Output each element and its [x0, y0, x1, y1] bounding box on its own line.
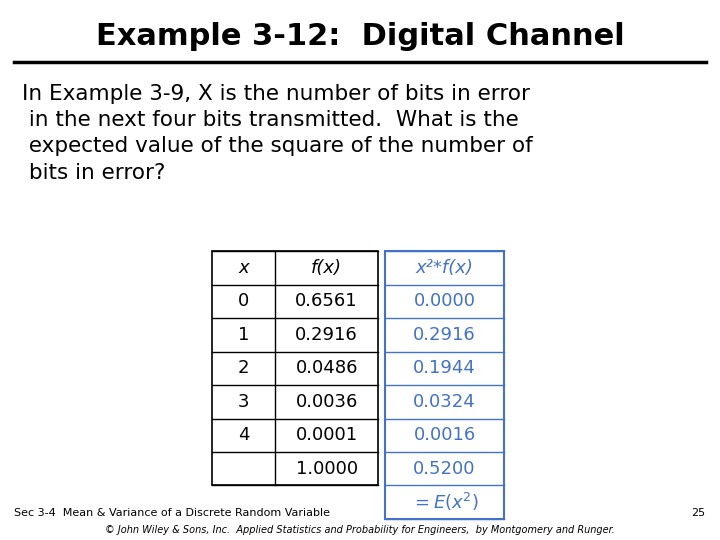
- Text: 25: 25: [691, 508, 706, 518]
- Text: 0.0486: 0.0486: [295, 359, 358, 377]
- Text: 0.2916: 0.2916: [295, 326, 358, 344]
- Text: 1: 1: [238, 326, 250, 344]
- Text: x: x: [238, 259, 249, 277]
- Text: 2: 2: [238, 359, 250, 377]
- Text: 0: 0: [238, 292, 250, 310]
- Text: 0.0036: 0.0036: [295, 393, 358, 411]
- Text: Sec 3-4  Mean & Variance of a Discrete Random Variable: Sec 3-4 Mean & Variance of a Discrete Ra…: [14, 508, 330, 518]
- Text: 1.0000: 1.0000: [296, 460, 358, 478]
- Text: 0.6561: 0.6561: [295, 292, 358, 310]
- Text: Example 3-12:  Digital Channel: Example 3-12: Digital Channel: [96, 22, 624, 51]
- Text: 0.0001: 0.0001: [296, 426, 358, 444]
- Text: 0.0000: 0.0000: [413, 292, 476, 310]
- Text: 4: 4: [238, 426, 250, 444]
- Text: x²*f(x): x²*f(x): [415, 259, 474, 277]
- Text: 3: 3: [238, 393, 250, 411]
- Text: 0.1944: 0.1944: [413, 359, 476, 377]
- Text: 0.5200: 0.5200: [413, 460, 476, 478]
- Text: 0.2916: 0.2916: [413, 326, 476, 344]
- Text: In Example 3-9, X is the number of bits in error
 in the next four bits transmit: In Example 3-9, X is the number of bits …: [22, 84, 532, 183]
- Text: 0.0016: 0.0016: [413, 426, 476, 444]
- Text: $= E(x^2)$: $= E(x^2)$: [410, 491, 479, 513]
- Text: f(x): f(x): [311, 259, 342, 277]
- Text: 0.0324: 0.0324: [413, 393, 476, 411]
- Text: © John Wiley & Sons, Inc.  Applied Statistics and Probability for Engineers,  by: © John Wiley & Sons, Inc. Applied Statis…: [105, 524, 615, 535]
